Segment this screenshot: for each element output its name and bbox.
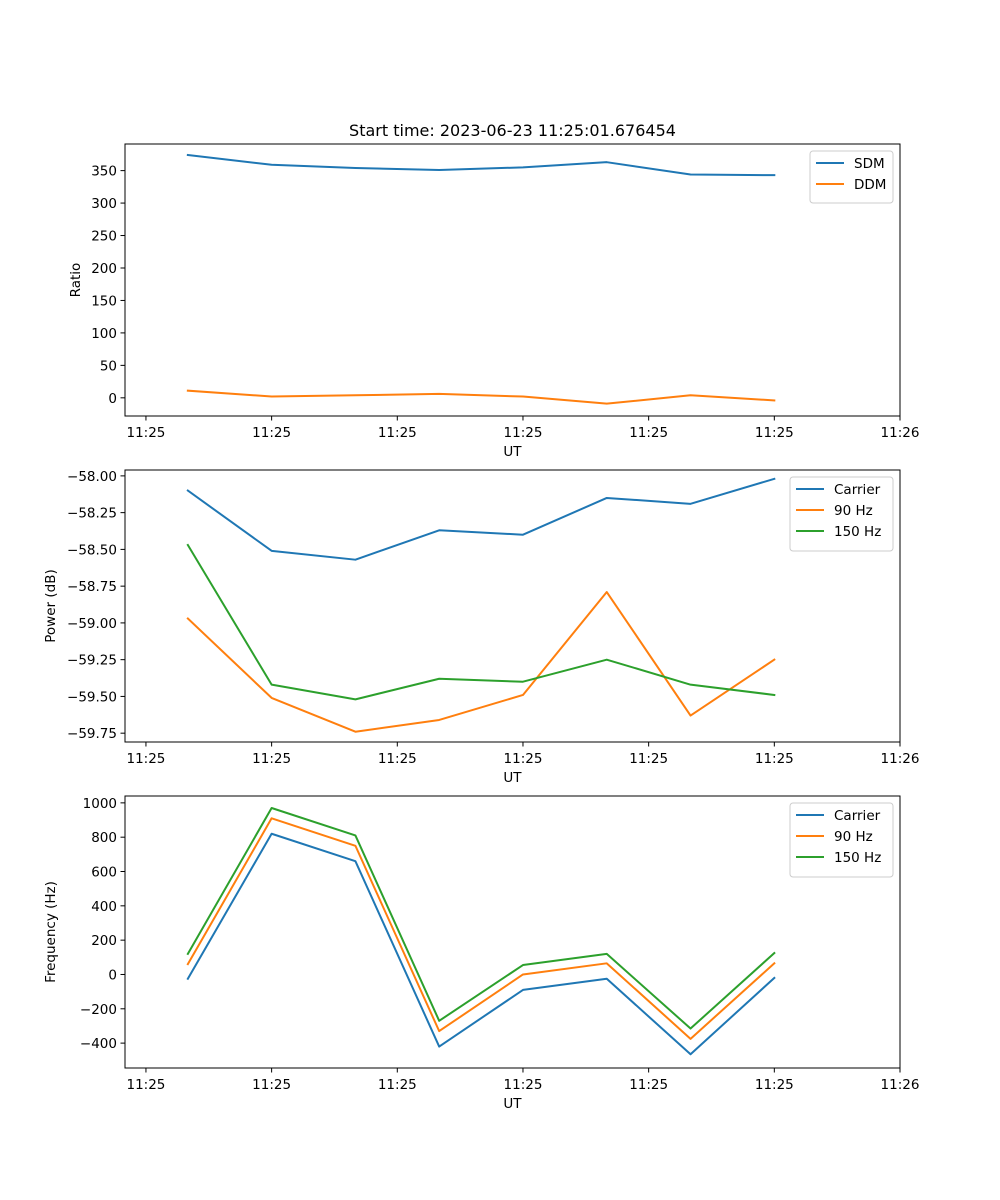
y-axis-label: Frequency (Hz) [43, 881, 59, 983]
legend: Carrier 90 Hz 150 Hz [789, 476, 894, 552]
legend-label: 150 Hz [834, 524, 881, 540]
x-tick-label: 11:25 [504, 425, 543, 441]
x-tick-label: 11:25 [504, 1077, 543, 1093]
axes-frame [124, 143, 901, 417]
x-tick-label: 11:25 [378, 425, 417, 441]
y-tick-label: −200 [80, 1002, 117, 1018]
legend-label: DDM [854, 177, 886, 193]
x-tick-label: 11:25 [504, 751, 543, 767]
y-tick-label: 0 [108, 967, 117, 983]
y-tick-label: −58.25 [67, 506, 117, 522]
y-tick-label: 300 [91, 196, 117, 212]
series-line-sdm [186, 153, 776, 177]
y-tick-label: −400 [80, 1036, 117, 1052]
y-tick-label: 800 [91, 830, 117, 846]
y-tick-label: 50 [100, 358, 117, 374]
y-tick-label: −59.75 [67, 726, 117, 742]
series-line-150-hz [186, 807, 776, 1030]
x-tick-label: 11:25 [252, 425, 291, 441]
y-tick-label: 350 [91, 164, 117, 180]
legend: Carrier 90 Hz 150 Hz [789, 802, 894, 878]
legend-box [789, 802, 894, 878]
x-tick-label: 11:25 [755, 425, 794, 441]
y-tick-label: 250 [91, 229, 117, 245]
x-tick-label: 11:25 [252, 751, 291, 767]
y-tick-label: 0 [108, 391, 117, 407]
x-tick-label: 11:25 [126, 751, 165, 767]
y-tick-label: 1000 [83, 796, 117, 812]
x-tick-label: 11:25 [126, 425, 165, 441]
subplot-1: 11:25 11:25 11:25 11:25 11:25 11:25 11:26 0 50 10… [68, 121, 919, 460]
legend: SDM DDM [809, 150, 894, 204]
y-tick-label: −58.50 [67, 542, 117, 558]
subplot-3: 11:25 11:25 11:25 11:25 11:25 11:25 11:26 −400 −… [43, 795, 920, 1112]
legend-label: 150 Hz [834, 850, 881, 866]
y-tick-label: −59.25 [67, 653, 117, 669]
series-line-90-hz [186, 591, 776, 733]
x-tick-label: 11:25 [126, 1077, 165, 1093]
series-line-carrier [186, 832, 776, 1056]
axes-frame [124, 469, 901, 743]
x-tick-label: 11:25 [629, 751, 668, 767]
y-tick-label: 100 [91, 326, 117, 342]
x-tick-label: 11:25 [755, 1077, 794, 1093]
legend-box [789, 476, 894, 552]
legend-label: 90 Hz [834, 503, 873, 519]
x-tick-label: 11:25 [378, 751, 417, 767]
y-tick-label: −59.00 [67, 616, 117, 632]
y-tick-label: −58.75 [67, 579, 117, 595]
y-tick-label: 400 [91, 899, 117, 915]
x-tick-label: 11:25 [629, 425, 668, 441]
subplot-2: 11:25 11:25 11:25 11:25 11:25 11:25 11:26 −59.7… [43, 469, 919, 786]
y-tick-label: 150 [91, 293, 117, 309]
x-tick-label: 11:25 [629, 1077, 668, 1093]
legend-label: 90 Hz [834, 829, 873, 845]
legend-label: SDM [854, 156, 885, 172]
legend-label: Carrier [834, 808, 881, 824]
x-tick-label: 11:25 [755, 751, 794, 767]
y-axis-label: Power (dB) [43, 569, 59, 642]
x-tick-label: 11:26 [881, 1077, 920, 1093]
x-tick-label: 11:25 [378, 1077, 417, 1093]
series-line-ddm [186, 389, 776, 405]
series-line-150-hz [186, 543, 776, 701]
axes-frame [124, 795, 901, 1069]
x-tick-label: 11:25 [252, 1077, 291, 1093]
x-tick-label: 11:26 [881, 751, 920, 767]
legend-label: Carrier [834, 482, 881, 498]
y-tick-label: 200 [91, 933, 117, 949]
y-axis-label: Ratio [68, 263, 84, 298]
x-tick-label: 11:26 [881, 425, 920, 441]
x-axis-label: UT [503, 1096, 522, 1112]
y-tick-label: −58.00 [67, 469, 117, 485]
x-axis-label: UT [503, 444, 522, 460]
y-tick-label: −59.50 [67, 689, 117, 705]
y-tick-label: 600 [91, 865, 117, 881]
x-axis-label: UT [503, 770, 522, 786]
y-tick-label: 200 [91, 261, 117, 277]
series-line-carrier [186, 477, 776, 561]
series-line-90-hz [186, 817, 776, 1040]
chart-title: Start time: 2023-06-23 11:25:01.676454 [349, 121, 676, 140]
